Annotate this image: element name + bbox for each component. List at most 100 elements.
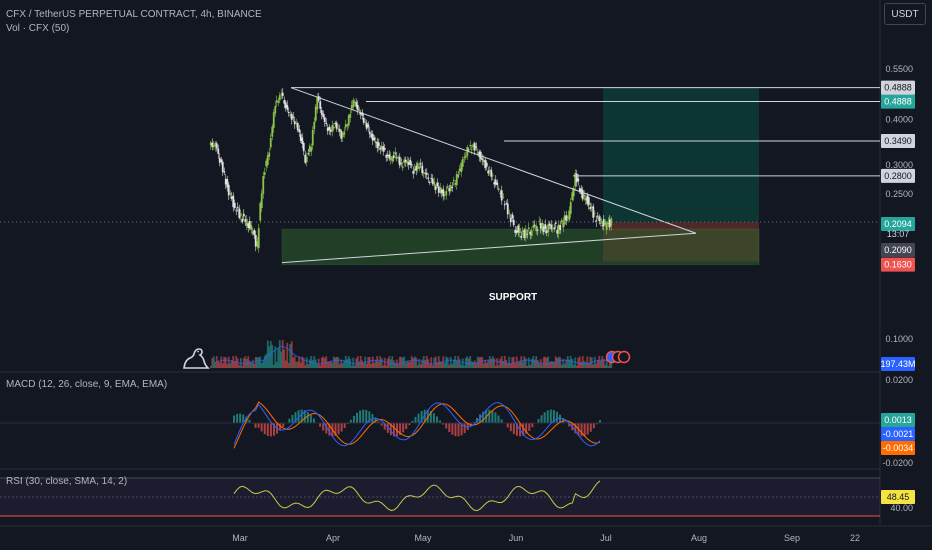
candle-body — [310, 147, 313, 152]
macd-histogram-bar — [254, 423, 257, 428]
candle-body — [382, 146, 385, 152]
candle-body — [550, 224, 553, 230]
volume-bar — [259, 356, 262, 368]
volume-bar — [532, 356, 535, 368]
candle-body — [538, 221, 541, 222]
candle-body — [524, 229, 527, 238]
macd-histogram-bar — [500, 419, 503, 423]
candle-body — [236, 207, 239, 208]
candle-body — [533, 224, 536, 226]
candle-body — [275, 100, 278, 103]
volume-bar — [296, 361, 299, 368]
volume-bar — [437, 356, 440, 368]
macd-histogram-bar — [460, 423, 463, 436]
volume-bar — [316, 364, 319, 368]
macd-histogram-bar — [303, 410, 306, 423]
macd-histogram-bar — [282, 423, 285, 427]
volume-bar — [509, 364, 512, 368]
volume-bar — [380, 358, 383, 368]
candle-body — [250, 225, 253, 231]
volume-bar — [578, 356, 581, 368]
candle-body — [577, 178, 580, 182]
candle-body — [278, 95, 281, 101]
volume-bar — [329, 360, 332, 368]
volume-bar — [250, 362, 253, 368]
candle-body — [496, 182, 499, 186]
volume-bar — [224, 357, 227, 368]
volume-bar — [524, 358, 527, 368]
volume-bar — [307, 364, 310, 368]
macd-histogram-bar — [457, 423, 460, 437]
candle-body — [481, 158, 484, 161]
volume-bar — [376, 356, 379, 368]
candle-body — [554, 222, 557, 224]
macd-histogram-bar — [555, 411, 558, 423]
macd-histogram-bar — [528, 423, 531, 431]
candle-body — [470, 148, 473, 150]
candle-body — [290, 113, 293, 120]
volume-bar — [272, 364, 275, 368]
macd-histogram-bar — [362, 409, 365, 423]
volume-bar — [413, 356, 416, 368]
volume-bar — [265, 353, 268, 368]
volume-bar — [488, 356, 491, 368]
volume-bar — [479, 357, 482, 368]
candle-body — [229, 193, 232, 195]
candle-body — [568, 210, 571, 221]
candle-body — [452, 179, 455, 182]
candle-body — [433, 181, 436, 186]
volume-bar — [467, 358, 470, 368]
macd-value-badge-bg — [881, 427, 915, 441]
candle-body — [449, 185, 452, 191]
candle-body — [610, 218, 613, 226]
macd-histogram-bar — [408, 423, 411, 426]
candle-body — [370, 133, 373, 138]
candle-body — [313, 121, 316, 130]
macd-histogram-bar — [239, 413, 242, 423]
volume-bar — [596, 359, 599, 368]
candle-body — [409, 159, 412, 165]
volume-bar — [592, 364, 595, 368]
candle-body — [209, 142, 212, 146]
volume-bar — [220, 356, 223, 368]
volume-bar — [520, 356, 523, 368]
tradingview-logo-icon[interactable] — [181, 346, 213, 375]
candle-body — [427, 177, 430, 179]
volume-bar — [433, 357, 436, 368]
candle-body — [328, 126, 331, 130]
volume-bar — [502, 361, 505, 368]
volume-bar — [431, 365, 434, 368]
volume-bar — [571, 359, 574, 368]
volume-bar — [439, 361, 442, 368]
macd-histogram-bar — [435, 416, 438, 423]
candle-body — [359, 112, 362, 115]
volume-value-badge: 197.43M — [880, 359, 915, 369]
price-tick-label: 0.1000 — [885, 334, 913, 344]
candle-body — [497, 188, 500, 190]
candle-body — [394, 151, 397, 155]
volume-bar — [460, 364, 463, 368]
candle-body — [551, 228, 554, 230]
macd-histogram-bar — [552, 410, 555, 423]
volume-bar — [487, 360, 490, 368]
candle-body — [223, 171, 226, 173]
currency-button[interactable]: USDT — [884, 3, 926, 25]
volume-bar — [214, 361, 217, 368]
candle-body — [473, 143, 476, 151]
candle-body — [392, 155, 395, 158]
level-badge: 0.3490 — [884, 136, 912, 146]
candle-body — [401, 166, 404, 169]
candle-body — [575, 173, 578, 183]
volume-bar — [353, 365, 356, 368]
candle-body — [244, 219, 247, 222]
candle-body — [320, 110, 323, 115]
candle-body — [274, 106, 277, 114]
volume-bar — [397, 364, 400, 368]
volume-bar — [209, 366, 212, 368]
volume-bar — [328, 361, 331, 368]
volume-bar — [469, 356, 472, 368]
candle-body — [322, 113, 325, 118]
macd-histogram-bar — [546, 410, 549, 423]
candle-body — [578, 188, 581, 192]
